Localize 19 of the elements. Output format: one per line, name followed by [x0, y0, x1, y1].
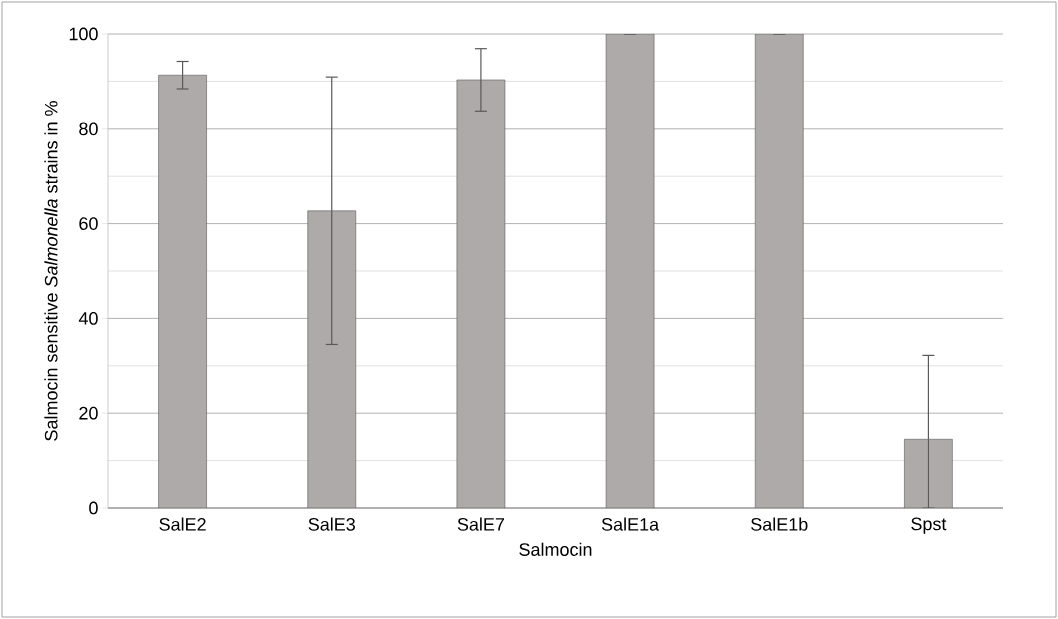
- y-tick-label: 60: [79, 217, 98, 230]
- x-tick-label: SalE1a: [601, 517, 660, 531]
- bar: [456, 79, 506, 508]
- y-tick-label: 80: [79, 122, 98, 136]
- x-tick-label: SalE2: [159, 517, 206, 531]
- y-tick-label: 100: [69, 27, 98, 41]
- bar: [605, 34, 655, 508]
- bar: [754, 34, 804, 508]
- x-axis-title: Salmocin: [519, 542, 592, 556]
- x-tick-label: SalE1b: [751, 517, 808, 531]
- y-tick-label: 40: [78, 312, 98, 325]
- y-tick-label: 20: [79, 406, 98, 420]
- bar: [307, 210, 357, 508]
- x-tick-label: SalE7: [457, 517, 505, 531]
- x-tick-label: Spst: [911, 517, 947, 534]
- y-tick-label: 0: [89, 501, 98, 515]
- x-tick-label: SalE3: [308, 517, 355, 531]
- bar: [158, 74, 207, 508]
- y-axis-title: Salmocin sensitive Salmonella strains in %: [44, 101, 58, 441]
